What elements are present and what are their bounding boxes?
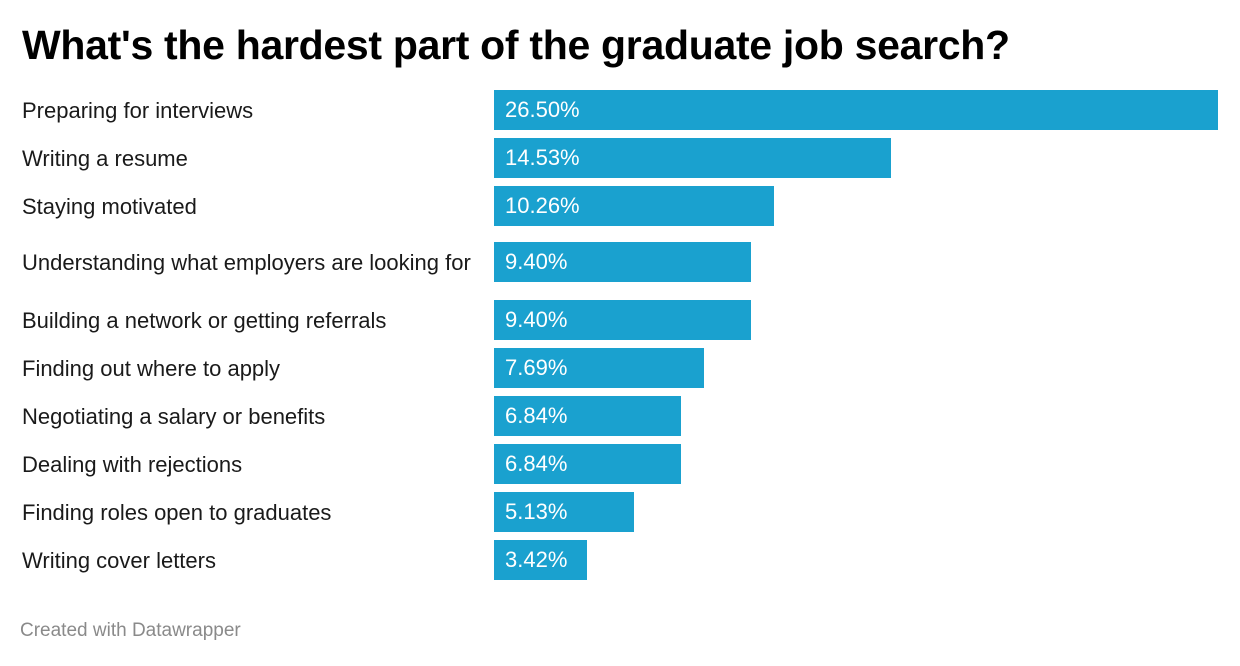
category-label: Preparing for interviews [22, 98, 254, 123]
category-label: Writing cover letters [22, 548, 216, 573]
category-label: Staying motivated [22, 194, 197, 219]
category-label: Finding out where to apply [22, 356, 281, 381]
bar [494, 348, 704, 388]
bar-value-label: 9.40% [505, 249, 568, 274]
bar-value-label: 14.53% [505, 145, 580, 170]
bar-value-label: 5.13% [505, 499, 568, 524]
credit-text: Created with Datawrapper [20, 620, 241, 641]
bar-value-label: 10.26% [505, 193, 580, 218]
bar [494, 90, 1218, 130]
category-label: Dealing with rejections [22, 452, 243, 477]
category-label: Building a network or getting referrals [22, 308, 387, 333]
bar [494, 186, 774, 226]
category-label: Understanding what employers are looking… [22, 250, 471, 275]
bar-value-label: 7.69% [505, 355, 568, 380]
bar [494, 540, 587, 580]
bar [494, 396, 681, 436]
bar [494, 300, 751, 340]
bar-value-label: 26.50% [505, 97, 580, 122]
bar [494, 138, 891, 178]
chart-title: What's the hardest part of the graduate … [22, 22, 1010, 68]
category-label: Finding roles open to graduates [22, 500, 332, 525]
bar-value-label: 3.42% [505, 547, 568, 572]
bar-value-label: 6.84% [505, 451, 568, 476]
category-label: Writing a resume [22, 146, 188, 171]
bar [494, 492, 634, 532]
bar-value-label: 9.40% [505, 307, 568, 332]
bar-value-label: 6.84% [505, 403, 568, 428]
bar [494, 242, 751, 282]
category-label: Negotiating a salary or benefits [22, 404, 326, 429]
bar [494, 444, 681, 484]
